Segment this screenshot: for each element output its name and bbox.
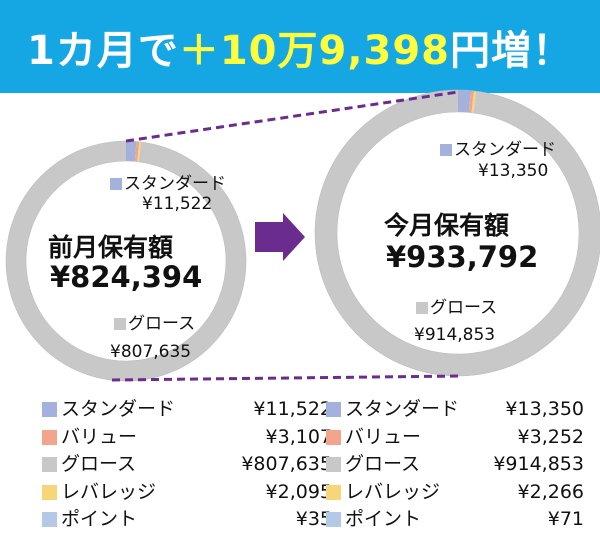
donut-slice-standard xyxy=(126,141,137,162)
curr-standard-name: スタンダード xyxy=(454,140,556,160)
donut-slice-standard xyxy=(458,90,471,113)
legend-row: ポイント ¥71 xyxy=(326,506,584,534)
donut-slice-value xyxy=(134,141,140,162)
growth-swatch xyxy=(416,302,428,314)
transition-arrow xyxy=(255,213,305,261)
headline-gain: ＋10万9,398 xyxy=(178,27,451,74)
curr-total-title: 今月保有額 xyxy=(384,211,510,240)
legend-amount: ¥807,635 xyxy=(241,453,332,475)
prev-growth-label: グロース xyxy=(114,314,195,334)
legend-label: ポイント xyxy=(61,508,138,530)
legend-label: グロース xyxy=(61,453,137,475)
growth-swatch xyxy=(114,318,126,330)
legend-amount: ¥71 xyxy=(547,508,584,530)
legend-amount: ¥3,107 xyxy=(265,425,332,448)
legend-label: スタンダード xyxy=(61,398,176,420)
growth-swatch xyxy=(42,457,57,472)
curr-total-value: ¥933,792 xyxy=(386,240,539,274)
legend-label: レバレッジ xyxy=(345,480,441,503)
value-swatch xyxy=(326,429,341,445)
value-swatch xyxy=(42,429,57,445)
legend-amount: ¥2,266 xyxy=(517,480,584,503)
growth-swatch xyxy=(326,457,341,472)
point-swatch xyxy=(42,512,57,527)
curr-growth-label: グロース xyxy=(416,298,497,318)
donut-slice-point xyxy=(473,91,477,113)
legend-row: スタンダード ¥11,522 xyxy=(42,396,332,424)
donut-slice-value xyxy=(468,90,474,113)
legend-label: バリュー xyxy=(61,425,138,448)
legend-row: グロース ¥914,853 xyxy=(326,451,584,479)
standard-swatch xyxy=(42,402,57,417)
donut-outline xyxy=(25,160,227,362)
legend-label: レバレッジ xyxy=(61,480,157,503)
prev-growth-value: ¥807,635 xyxy=(110,342,192,362)
legend-label: バリュー xyxy=(345,425,422,448)
legend-label: スタンダード xyxy=(345,398,460,420)
legend-row: レバレッジ ¥2,266 xyxy=(326,479,584,507)
legend-prev-month: スタンダード ¥11,522 バリュー ¥3,107 グロース ¥807,635 レバ… xyxy=(42,396,332,534)
prev-standard-name: スタンダード xyxy=(124,174,226,194)
prev-standard-value: ¥11,522 xyxy=(142,194,213,214)
donut-slice-leverage xyxy=(137,141,142,162)
donut-slice-leverage xyxy=(471,90,477,113)
donut-outline xyxy=(336,111,580,355)
legend-row: バリュー ¥3,107 xyxy=(42,424,332,452)
legend-amount: ¥35 xyxy=(295,508,332,530)
prev-total-title: 前月保有額 xyxy=(48,233,174,262)
curr-standard-value: ¥13,350 xyxy=(478,161,549,181)
donut-outline xyxy=(314,89,600,377)
curr-growth-name: グロース xyxy=(430,298,498,318)
legend-row: グロース ¥807,635 xyxy=(42,451,332,479)
zoom-connector-bottom xyxy=(111,374,463,382)
curr-growth-value: ¥914,853 xyxy=(414,325,496,345)
headline-banner: 1カ月で ＋10万9,398 円増！ xyxy=(0,0,600,93)
prev-standard-label: スタンダード xyxy=(110,174,226,194)
legend-amount: ¥3,252 xyxy=(517,425,584,448)
donut-slice-point xyxy=(138,141,142,162)
prev-growth-name: グロース xyxy=(128,314,196,334)
standard-swatch xyxy=(326,402,341,417)
legend-row: レバレッジ ¥2,095 xyxy=(42,479,332,507)
legend-amount: ¥914,853 xyxy=(493,453,584,475)
legend-row: ポイント ¥35 xyxy=(42,506,332,534)
legend-row: スタンダード ¥13,350 xyxy=(326,396,584,424)
prev-total-value: ¥824,394 xyxy=(50,260,203,294)
legend-amount: ¥11,522 xyxy=(253,398,332,420)
legend-label: グロース xyxy=(345,453,421,475)
headline-suffix: 円増！ xyxy=(450,27,574,74)
legend-label: ポイント xyxy=(345,508,422,530)
legend-amount: ¥13,350 xyxy=(505,398,584,420)
standard-swatch xyxy=(110,178,122,190)
point-swatch xyxy=(326,512,341,527)
headline-prefix: 1カ月で xyxy=(26,27,179,74)
donut-current-month xyxy=(314,89,600,377)
leverage-swatch xyxy=(42,484,57,500)
leverage-swatch xyxy=(326,484,341,500)
legend-amount: ¥2,095 xyxy=(265,480,332,503)
standard-swatch xyxy=(440,144,452,156)
legend-row: バリュー ¥3,252 xyxy=(326,424,584,452)
zoom-connector-top xyxy=(125,90,459,143)
curr-standard-label: スタンダード xyxy=(440,140,556,160)
legend-current-month: スタンダード ¥13,350 バリュー ¥3,252 グロース ¥914,853 レバ… xyxy=(326,396,584,534)
